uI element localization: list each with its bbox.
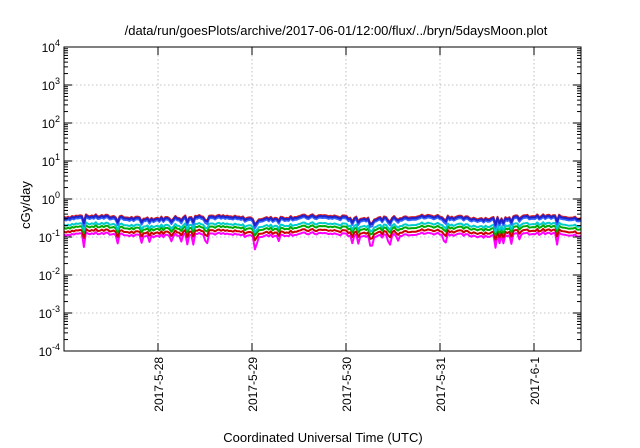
- y-axis-label: cGy/day: [18, 181, 33, 229]
- x-tick-label: 2017-5-29: [246, 357, 260, 412]
- y-tick-label: 101: [42, 152, 60, 169]
- chart-title: /data/run/goesPlots/archive/2017-06-01/1…: [125, 23, 548, 38]
- series-line: [63, 231, 582, 251]
- series-line: [63, 214, 582, 227]
- y-tick-label: 10-4: [39, 342, 60, 359]
- y-tick-label: 102: [42, 114, 60, 131]
- plot-frame: [63, 46, 582, 352]
- x-tick-label: 2017-5-31: [434, 357, 448, 412]
- series-line: [63, 227, 582, 242]
- grid-lines: [64, 47, 581, 351]
- series-line: [63, 221, 582, 234]
- y-tick-label: 10-3: [39, 304, 60, 321]
- y-tick-label: 100: [42, 190, 60, 207]
- y-tick-label: 10-2: [39, 266, 60, 283]
- y-tick-label: 103: [42, 76, 60, 93]
- y-tick-label: 10-1: [39, 228, 60, 245]
- y-axis: 10-4 10-3 10-2 10-1 100 101 102 103 104: [39, 38, 581, 359]
- y-tick-label: 104: [42, 38, 60, 55]
- x-tick-label: 2017-5-28: [152, 357, 166, 412]
- x-axis: 2017-5-28 2017-5-29 2017-5-30 2017-5-31 2017…: [152, 47, 542, 412]
- x-axis-label: Coordinated Universal Time (UTC): [223, 430, 422, 445]
- x-tick-label: 2017-6-1: [528, 357, 542, 405]
- x-tick-label: 2017-5-30: [340, 357, 354, 412]
- data-series: [63, 213, 582, 251]
